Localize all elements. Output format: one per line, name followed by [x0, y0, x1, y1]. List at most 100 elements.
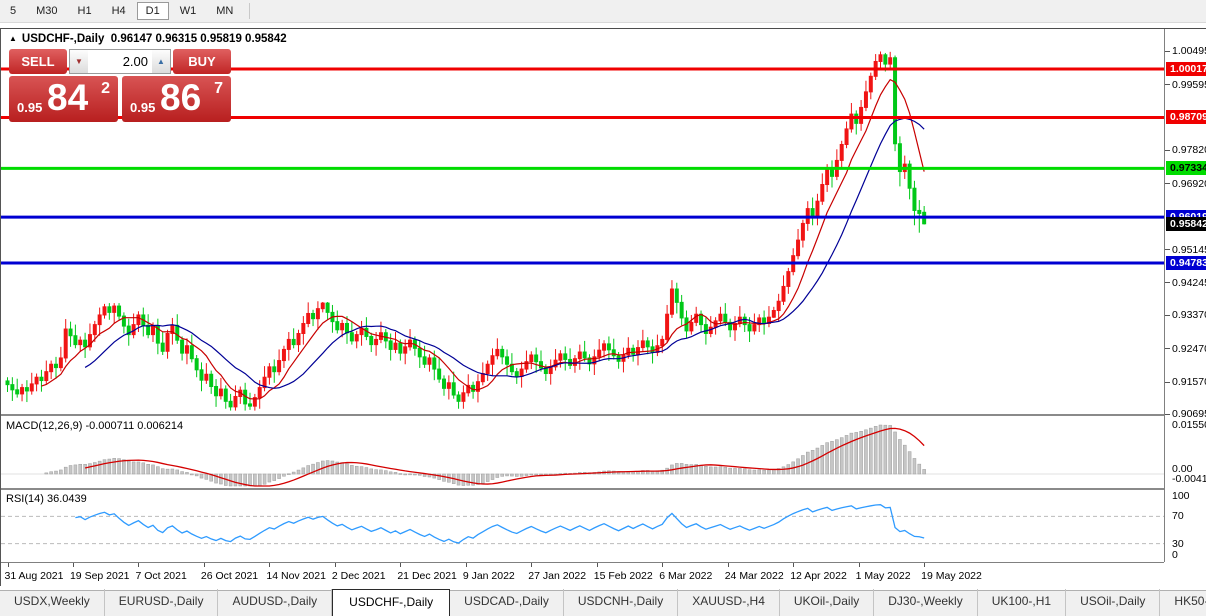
chart-tab-xauusd[interactable]: XAUUSD-,H4 — [678, 589, 780, 616]
time-axis-label: 9 Jan 2022 — [462, 570, 515, 582]
symbol-tab-bar: USDX,Weekly EURUSD-,Daily AUDUSD-,Daily USD… — [0, 589, 1206, 616]
rsi-axis-label: 30 — [1172, 538, 1184, 550]
timeframe-toolbar: 5 M30 H1 H4 D1 W1 MN — [0, 0, 1206, 23]
level-badge: 0.98709 — [1166, 110, 1206, 125]
macd-axis-label: 0.00 — [1172, 463, 1193, 475]
time-axis-tick — [662, 563, 664, 567]
sell-price-pip: 2 — [101, 80, 110, 97]
time-axis-tick — [400, 563, 402, 567]
time-axis-label: 1 May 2022 — [855, 570, 911, 582]
time-axis-label: 6 Mar 2022 — [659, 570, 713, 582]
time-axis-tick — [465, 563, 467, 567]
timeframe-button-h4[interactable]: H4 — [111, 5, 126, 17]
volume-decrease-button[interactable]: ▼ — [70, 50, 88, 73]
buy-price-big: 86 — [160, 77, 202, 118]
chart-tab-usdchf[interactable]: USDCHF-,Daily — [332, 589, 451, 616]
price-axis-label: 1.00495 — [1172, 45, 1206, 58]
price-axis-label: 0.99595 — [1172, 78, 1206, 91]
sell-button[interactable]: SELL — [9, 49, 67, 74]
toolbar-separator — [249, 3, 251, 19]
level-badge: 0.94783 — [1166, 255, 1206, 270]
time-axis-label: 24 Mar 2022 — [724, 570, 784, 582]
price-axis-tick — [1165, 381, 1170, 383]
current-price-badge: 0.95842 — [1166, 216, 1206, 231]
timeframe-button-5[interactable]: 5 — [10, 5, 17, 17]
pane-separator[interactable] — [1, 414, 1164, 416]
price-axis-tick — [1165, 183, 1170, 185]
chart-tab-usdcad[interactable]: USDCAD-,Daily — [450, 589, 564, 616]
time-axis-tick — [138, 563, 140, 567]
time-axis-tick — [72, 563, 74, 567]
timeframe-button-h1[interactable]: H1 — [77, 5, 92, 17]
main-chart[interactable] — [1, 29, 1164, 414]
time-axis-tick — [858, 563, 860, 567]
time-axis-tick — [334, 563, 336, 567]
timeframe-button-mn[interactable]: MN — [216, 5, 234, 17]
time-axis-tick — [596, 563, 598, 567]
price-axis-tick — [1165, 282, 1170, 284]
time-axis-label: 21 Dec 2021 — [397, 570, 457, 582]
time-axis-tick — [727, 563, 729, 567]
time-axis[interactable]: 31 Aug 2021 19 Sep 2021 7 Oct 2021 26 Oct 2… — [1, 562, 1164, 587]
time-axis-tick — [531, 563, 533, 567]
symbol-name: USDCHF-,Daily — [21, 33, 105, 45]
timeframe-button-m30[interactable]: M30 — [36, 5, 58, 17]
chart-tab-usdx[interactable]: USDX,Weekly — [0, 589, 105, 616]
one-click-trading-panel: SELL ▼ ▲ BUY 0.95 84 2 0.95 86 7 — [9, 49, 231, 122]
window-collapse-icon[interactable]: ▲ — [9, 34, 17, 43]
price-axis-label: 0.95145 — [1172, 243, 1206, 256]
time-axis-label: 19 May 2022 — [921, 570, 982, 582]
time-axis-label: 14 Nov 2021 — [266, 570, 326, 582]
price-axis-tick — [1165, 413, 1170, 415]
time-axis-label: 19 Sep 2021 — [69, 570, 130, 582]
macd-pane[interactable] — [1, 417, 1164, 488]
rsi-label: RSI(14) 36.0439 — [6, 493, 87, 505]
symbol-title: ▲ USDCHF-,Daily 0.96147 0.96315 0.95819 0… — [9, 33, 287, 45]
chart-tab-hk50[interactable]: HK50-,H1 — [1160, 589, 1206, 616]
rsi-axis-label: 0 — [1172, 549, 1178, 561]
chart-tab-ukoil[interactable]: UKOil-,Daily — [780, 589, 875, 616]
buy-price[interactable]: 0.95 86 7 — [122, 76, 231, 122]
price-axis-tick — [1165, 314, 1170, 316]
level-badge: 0.97334 — [1166, 161, 1206, 176]
rsi-pane[interactable] — [1, 490, 1164, 562]
rsi-axis-label: 70 — [1172, 510, 1184, 522]
sell-price[interactable]: 0.95 84 2 — [9, 76, 118, 122]
timeframe-button-d1[interactable]: D1 — [136, 2, 169, 20]
sell-price-figure: 0.95 — [17, 100, 43, 115]
level-badge: 1.00017 — [1166, 62, 1206, 76]
time-axis-label: 2 Dec 2021 — [331, 570, 386, 582]
chart-tab-usoil[interactable]: USOil-,Daily — [1066, 589, 1161, 616]
price-axis-tick — [1165, 249, 1170, 251]
time-axis-tick — [203, 563, 205, 567]
price-axis-tick — [1165, 348, 1170, 350]
time-axis-label: 31 Aug 2021 — [4, 570, 64, 582]
rsi-axis-label: 100 — [1172, 490, 1190, 502]
volume-increase-button[interactable]: ▲ — [152, 50, 170, 73]
sell-price-big: 84 — [47, 77, 89, 118]
time-axis-tick — [924, 563, 926, 567]
buy-button[interactable]: BUY — [173, 49, 231, 74]
chart-tab-audusd[interactable]: AUDUSD-,Daily — [218, 589, 333, 616]
price-axis-tick — [1165, 84, 1170, 86]
time-axis-label: 27 Jan 2022 — [528, 570, 587, 582]
chart-tab-dj30[interactable]: DJ30-,Weekly — [874, 589, 978, 616]
price-axis-label: 0.90695 — [1172, 408, 1206, 421]
macd-axis-label: -0.004118 — [1172, 473, 1206, 485]
chart-tab-eurusd[interactable]: EURUSD-,Daily — [105, 589, 219, 616]
pane-separator[interactable] — [1, 488, 1164, 490]
chart-tab-uk100[interactable]: UK100-,H1 — [978, 589, 1067, 616]
chart-tab-usdcnh[interactable]: USDCNH-,Daily — [564, 589, 679, 616]
timeframe-button-w1[interactable]: W1 — [179, 5, 197, 17]
volume-stepper: ▼ ▲ — [69, 49, 171, 74]
time-axis-label: 12 Apr 2022 — [790, 570, 847, 582]
buy-price-pip: 7 — [214, 80, 223, 97]
time-axis-tick — [7, 563, 9, 567]
volume-input[interactable] — [88, 50, 152, 73]
